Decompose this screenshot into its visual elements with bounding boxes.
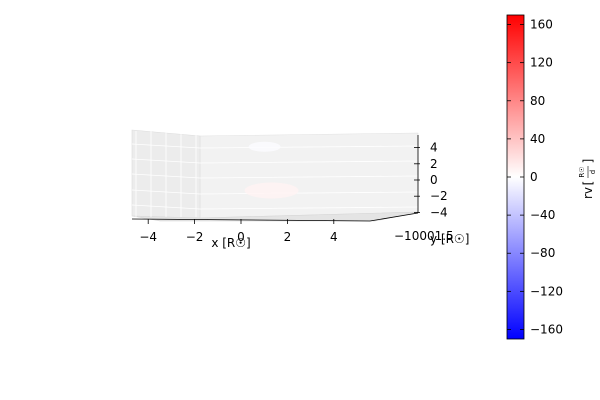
colorbar-label-denominator: d — [589, 170, 597, 174]
grid-line — [131, 204, 201, 210]
colorbar: 160 120 80 40 0 −40 −80 −120 −160 rv R☉ d [ ] — [506, 14, 597, 340]
data-point — [248, 141, 281, 152]
grid-line — [131, 189, 201, 195]
colorbar-tick-label: 40 — [530, 132, 545, 146]
x-tick-label: 4 — [330, 230, 338, 244]
colorbar-ticks: 160 120 80 40 0 −40 −80 −120 −160 — [507, 18, 563, 336]
grid-line — [131, 158, 201, 164]
colorbar-tick-label: −40 — [530, 208, 555, 222]
grid-line — [199, 191, 419, 195]
grid-line — [199, 160, 419, 164]
colorbar-label: rv R☉ d [ ] — [578, 159, 597, 199]
x-axis-line — [131, 218, 371, 222]
colorbar-label-bracket-open: [ — [581, 181, 595, 186]
z-tick-label: −4 — [430, 205, 448, 219]
grid-lines — [131, 131, 419, 217]
x-axis-label: x [R☉] — [211, 236, 250, 250]
grid-line — [199, 175, 419, 179]
x-tick-label: 2 — [284, 230, 292, 244]
x-ticks: −4 −2 0 2 4 — [139, 219, 338, 244]
axes-3d: −4 −2 0 2 4 4 2 0 −2 −4 x [R☉] −10001.5 y [R☉] — [131, 129, 469, 250]
y-axis-label: y [R☉] — [430, 232, 469, 246]
z-tick-label: 0 — [430, 173, 438, 187]
back-pane — [199, 132, 419, 219]
z-tick-label: 4 — [430, 141, 438, 155]
grid-line — [131, 143, 201, 149]
colorbar-tick-label: −80 — [530, 246, 555, 260]
colorbar-tick-label: −120 — [530, 284, 563, 298]
colorbar-tick-label: 80 — [530, 94, 545, 108]
x-tick-label: 0 — [237, 230, 245, 244]
data-points — [244, 141, 299, 199]
colorbar-tick-label: 0 — [530, 170, 538, 184]
colorbar-label-bracket-close: ] — [581, 159, 595, 164]
z-tick-label: 2 — [430, 157, 438, 171]
colorbar-tick-label: 160 — [530, 18, 553, 32]
grid-line — [131, 173, 201, 179]
x-tick-label: −2 — [186, 230, 204, 244]
colorbar-tick-label: 120 — [530, 56, 553, 70]
z-ticks: 4 2 0 −2 −4 — [414, 141, 448, 219]
grid-line — [199, 206, 419, 210]
y-axis-line — [369, 212, 419, 222]
y-tick-labels-overlapping: −10001.5 — [394, 229, 454, 243]
grid-line — [199, 145, 419, 149]
colorbar-tick-label: −160 — [530, 322, 563, 336]
colorbar-label-numerator: R☉ — [578, 166, 586, 177]
data-point — [244, 182, 299, 199]
colorbar-label-main: rv — [581, 187, 595, 199]
x-tick-label: −4 — [139, 230, 157, 244]
z-tick-label: −2 — [430, 189, 448, 203]
